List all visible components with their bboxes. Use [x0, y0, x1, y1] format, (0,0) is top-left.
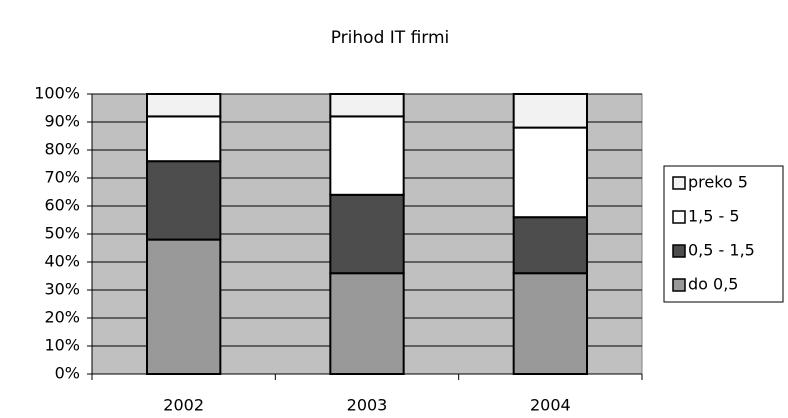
bar-segment	[512, 272, 589, 376]
x-tick-label: 2002	[163, 396, 204, 415]
y-tick-label: 80%	[44, 140, 80, 159]
y-tick-label: 100%	[34, 84, 80, 103]
bar-segment	[512, 216, 589, 275]
legend-swatch	[672, 210, 686, 224]
bar-segment	[146, 93, 222, 118]
y-tick-label: 70%	[44, 168, 80, 187]
bar-segment	[146, 160, 222, 241]
bar-segment	[146, 115, 222, 163]
bar-segment	[329, 272, 405, 376]
legend-swatch	[672, 176, 686, 190]
legend-label: 1,5 - 5	[688, 207, 740, 226]
legend-label: 0,5 - 1,5	[688, 241, 755, 260]
bar-segment	[512, 93, 589, 129]
y-tick-label: 0%	[55, 364, 80, 383]
chart-title: Prihod IT firmi	[331, 28, 450, 48]
bar-segment	[329, 115, 405, 196]
y-tick-label: 10%	[44, 336, 80, 355]
x-tick-label: 2004	[530, 396, 571, 415]
bar-segment	[329, 193, 405, 275]
legend-swatch	[672, 244, 686, 258]
bar-segment	[512, 126, 589, 219]
y-tick-label: 50%	[44, 224, 80, 243]
y-tick-label: 20%	[44, 308, 80, 327]
legend-label: preko 5	[688, 173, 748, 192]
bar-segment	[329, 93, 405, 118]
y-tick-label: 90%	[44, 112, 80, 131]
y-tick-label: 30%	[44, 280, 80, 299]
legend-label: do 0,5	[688, 275, 738, 294]
legend-swatch	[672, 278, 686, 292]
y-tick-label: 60%	[44, 196, 80, 215]
y-tick-label: 40%	[44, 252, 80, 271]
bar-segment	[146, 238, 222, 375]
x-tick-label: 2003	[347, 396, 388, 415]
